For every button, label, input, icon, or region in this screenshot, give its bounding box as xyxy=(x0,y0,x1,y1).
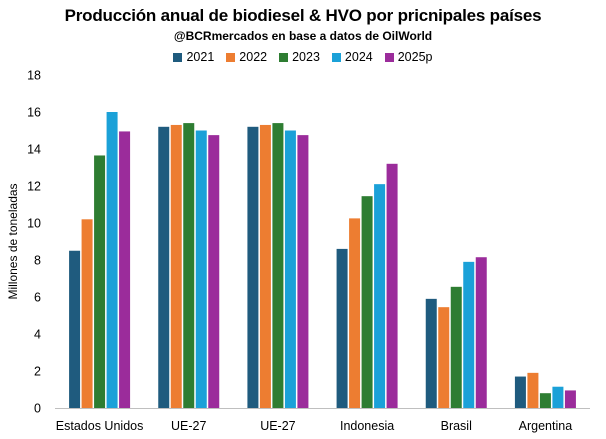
bar xyxy=(170,124,182,408)
y-tick-label: 14 xyxy=(27,143,41,157)
legend-label: 2021 xyxy=(186,50,215,64)
bar xyxy=(297,135,309,408)
y-tick-label: 0 xyxy=(34,402,41,416)
y-tick-label: 8 xyxy=(34,254,41,268)
x-tick-label: Brasil xyxy=(441,419,472,433)
bar xyxy=(539,393,551,408)
bar xyxy=(106,112,118,408)
bar xyxy=(284,130,296,408)
bar xyxy=(69,250,81,408)
bar xyxy=(386,163,398,408)
chart-title: Producción anual de biodiesel & HVO por … xyxy=(64,6,542,25)
legend-label: 2025p xyxy=(397,50,433,64)
legend-item: 2024 xyxy=(331,50,373,64)
bar xyxy=(183,123,195,408)
y-tick-label: 6 xyxy=(34,291,41,305)
legend-swatch xyxy=(173,52,183,62)
bar xyxy=(81,219,93,408)
legend-swatch xyxy=(226,52,236,62)
bar xyxy=(195,130,207,408)
bar xyxy=(527,372,539,408)
legend-label: 2022 xyxy=(239,50,268,64)
bar xyxy=(272,123,284,408)
y-tick-label: 10 xyxy=(27,217,41,231)
chart-legend: 2021 2022 2023 2024 2025p xyxy=(0,50,606,64)
bar xyxy=(361,196,373,408)
legend-label: 2024 xyxy=(344,50,373,64)
bar xyxy=(336,248,348,408)
bar xyxy=(564,390,576,408)
legend-item: 2023 xyxy=(279,50,320,64)
bar xyxy=(438,307,450,408)
x-tick-label: Estados Unidos xyxy=(56,419,144,433)
bar xyxy=(514,376,526,408)
legend-swatch xyxy=(331,52,341,62)
bar xyxy=(463,261,475,408)
legend-swatch xyxy=(384,52,394,62)
y-tick-label: 16 xyxy=(27,106,41,120)
bar xyxy=(475,257,487,408)
legend-label: 2023 xyxy=(292,50,320,64)
bar xyxy=(374,184,386,408)
bar xyxy=(425,298,437,408)
y-tick-label: 2 xyxy=(34,365,41,379)
x-tick-label: UE-27 xyxy=(171,419,206,433)
y-axis-label: Millones de toneladas xyxy=(6,183,20,299)
bar xyxy=(119,131,131,409)
legend-item: 2021 xyxy=(173,50,214,64)
y-tick-label: 18 xyxy=(27,69,41,83)
x-tick-label: UE-27 xyxy=(260,419,295,433)
x-tick-label: Argentina xyxy=(519,419,573,433)
bar xyxy=(552,386,564,408)
legend-swatch xyxy=(279,52,289,62)
bar xyxy=(349,218,361,408)
bar xyxy=(94,155,106,408)
bar xyxy=(158,126,170,409)
bar xyxy=(247,126,259,409)
bar xyxy=(450,286,462,408)
legend-item: 2022 xyxy=(226,50,267,64)
y-tick-label: 4 xyxy=(34,328,41,342)
y-tick-label: 12 xyxy=(27,180,41,194)
bar xyxy=(259,124,271,408)
chart-subtitle: @BCRmercados en base a datos de OilWorld xyxy=(173,29,433,43)
x-tick-label: Indonesia xyxy=(340,419,394,433)
legend-item: 2025p xyxy=(384,50,433,64)
bar xyxy=(208,135,220,408)
